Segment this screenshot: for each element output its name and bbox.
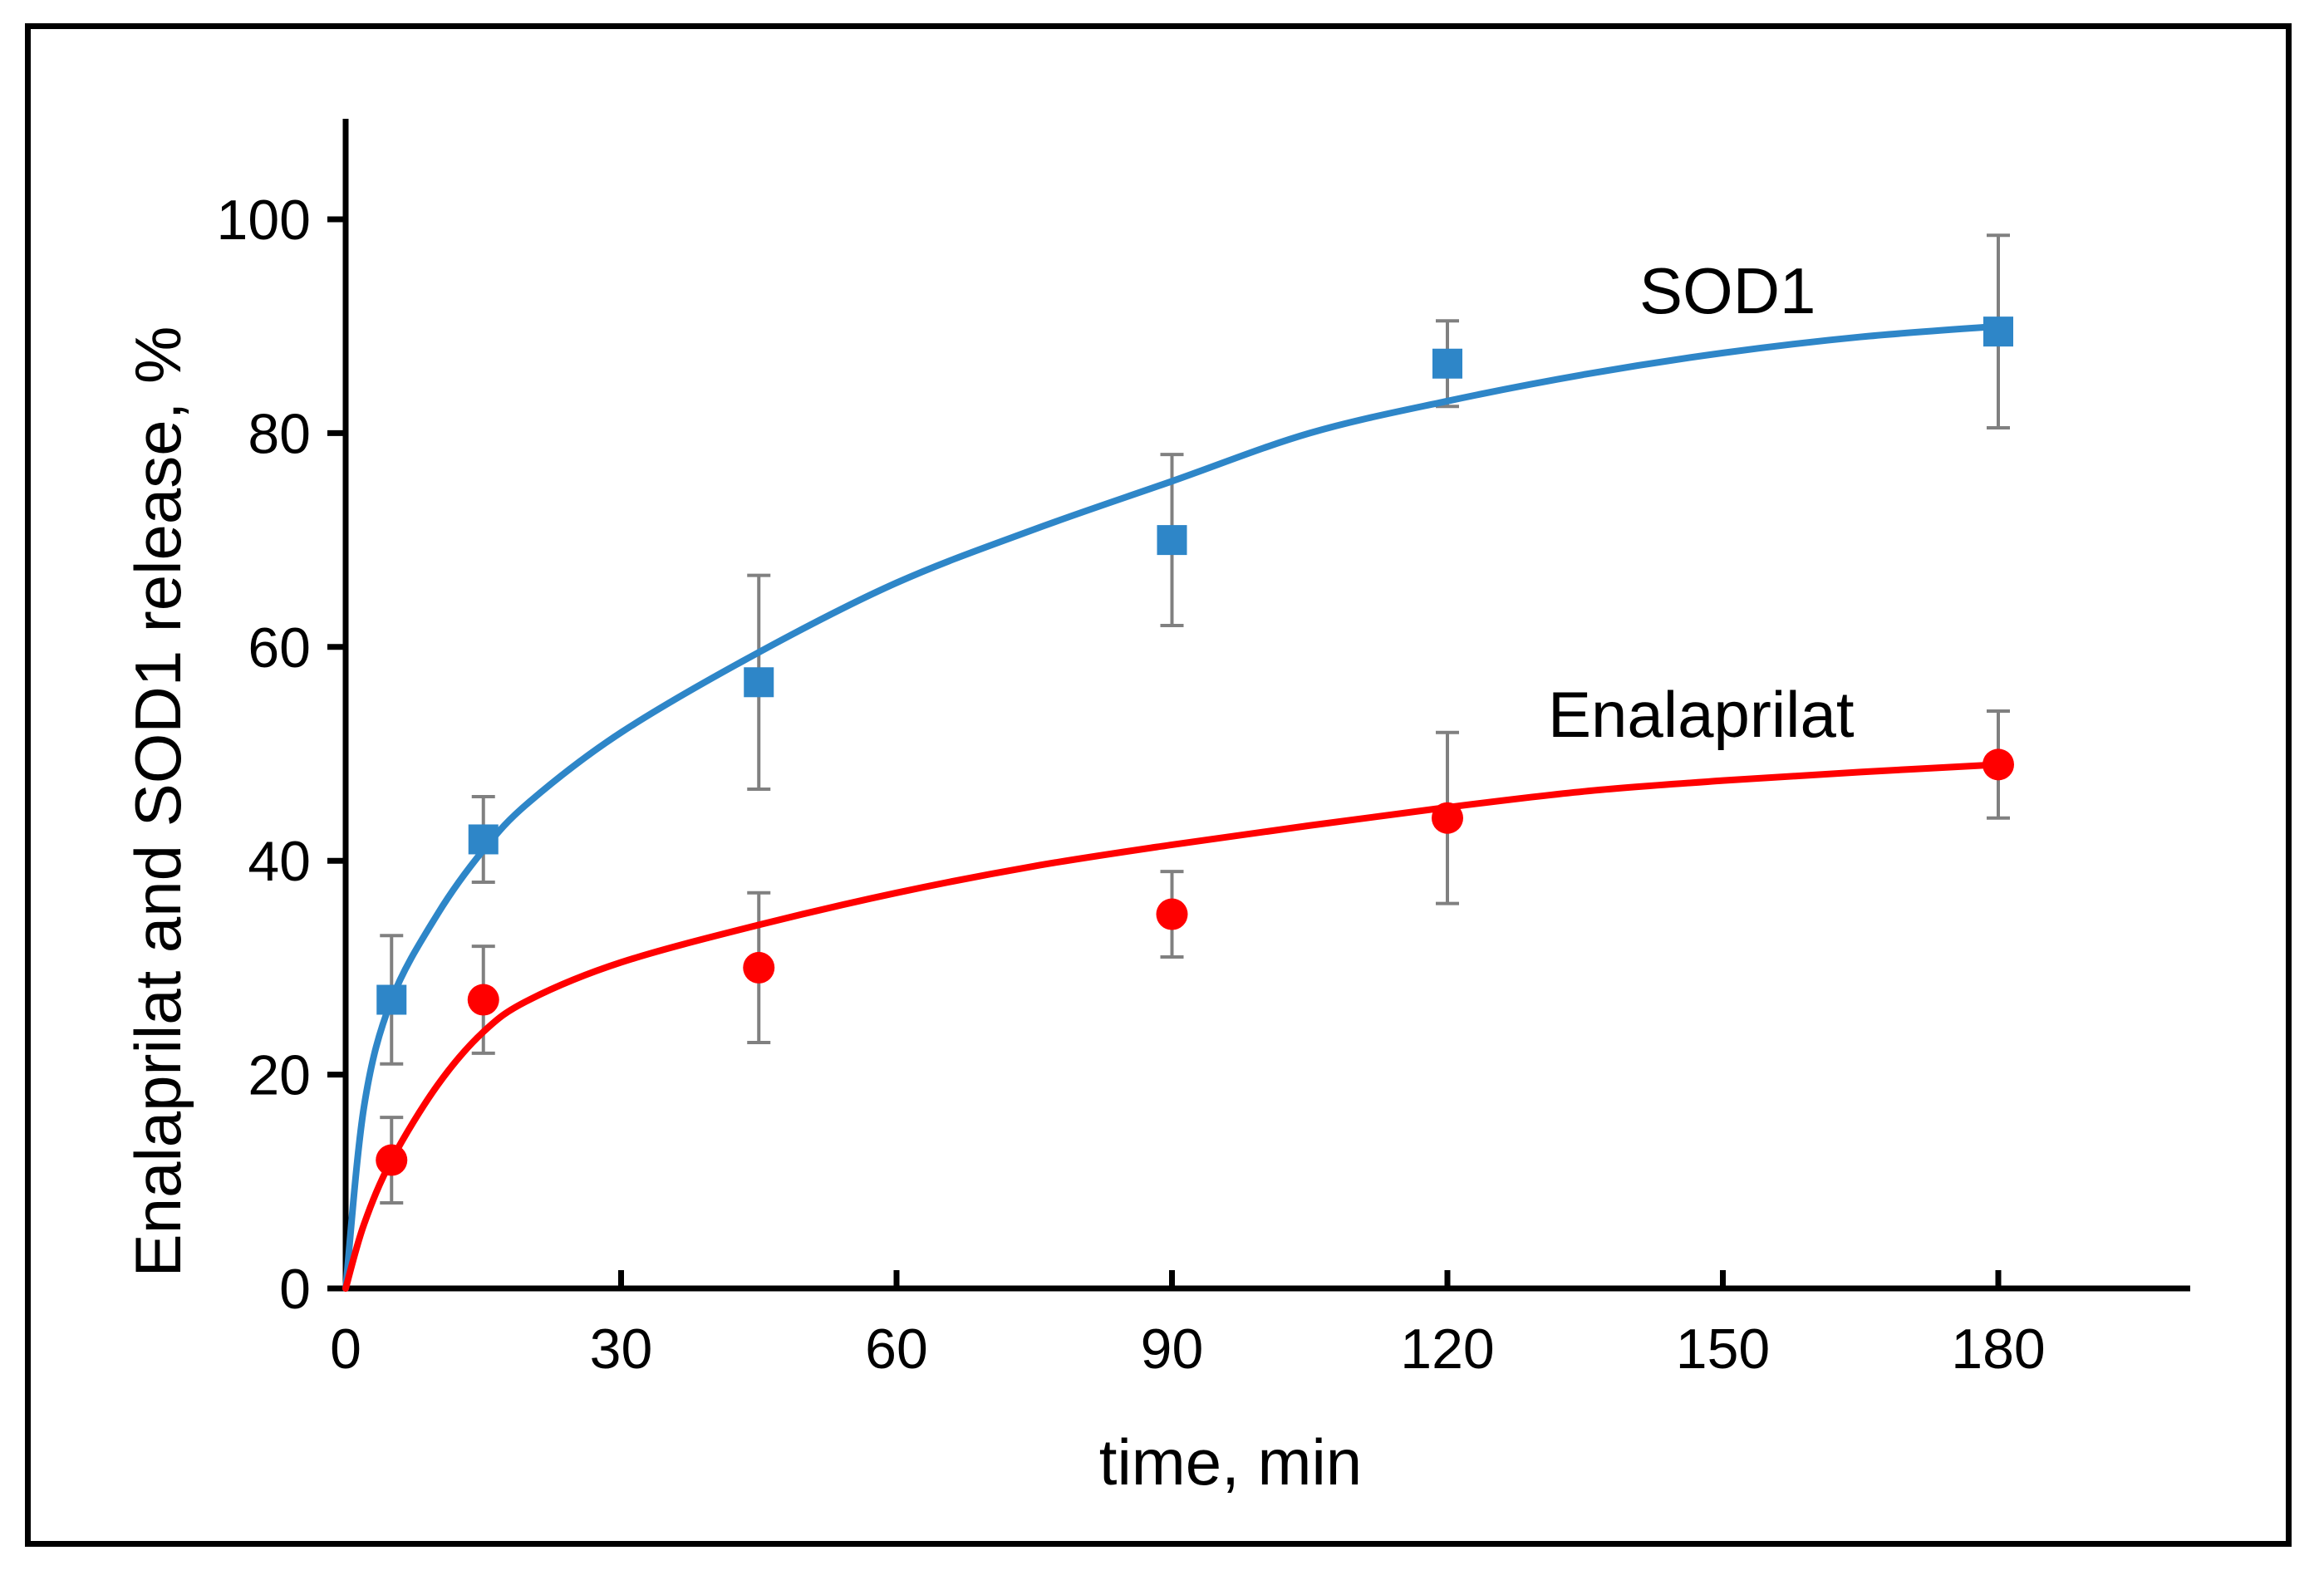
x-tick-label: 60 xyxy=(865,1317,928,1381)
chart-frame: 0 20 40 60 80 100 0 30 60 90 120 150 180 Enalaprilat… xyxy=(25,23,2292,1547)
series-label-enalaprilat: Enalaprilat xyxy=(1548,678,1855,751)
fit-curves xyxy=(342,322,2002,1292)
chart-svg: 0 20 40 60 80 100 0 30 60 90 120 150 180 Enalaprilat… xyxy=(121,119,2190,1499)
y-tick-label: 20 xyxy=(248,1044,311,1107)
data-points xyxy=(376,316,2014,1176)
fit-curve-sod1 xyxy=(342,322,2002,1292)
x-axis-title: time, min xyxy=(1099,1425,1362,1499)
data-point-enalaprilat xyxy=(467,984,499,1016)
y-tick-label: 0 xyxy=(279,1258,311,1321)
data-point-sod1 xyxy=(744,667,774,698)
data-point-enalaprilat xyxy=(1156,898,1188,930)
x-tick-label: 120 xyxy=(1400,1317,1494,1381)
data-point-enalaprilat xyxy=(376,1144,408,1176)
ticks: 0 20 40 60 80 100 0 30 60 90 120 150 180 xyxy=(217,189,2046,1381)
series-label-sod1: SOD1 xyxy=(1639,254,1815,327)
y-tick-label: 60 xyxy=(248,616,311,680)
data-point-sod1 xyxy=(1432,348,1462,379)
data-point-sod1 xyxy=(1983,316,2013,347)
y-tick-label: 40 xyxy=(248,830,311,893)
y-tick-label: 80 xyxy=(248,402,311,465)
x-tick-label: 0 xyxy=(330,1317,361,1381)
data-point-enalaprilat xyxy=(743,951,775,984)
y-tick-label: 100 xyxy=(217,189,311,252)
axes xyxy=(342,119,2190,1292)
data-point-enalaprilat xyxy=(1983,748,2014,781)
y-axis-title: Enalaprilat and SOD1 release, % xyxy=(121,326,194,1278)
fit-curve-enalaprilat xyxy=(342,761,2002,1292)
x-tick-label: 90 xyxy=(1141,1317,1204,1381)
data-point-sod1 xyxy=(468,824,499,855)
x-tick-label: 30 xyxy=(590,1317,653,1381)
x-tick-label: 180 xyxy=(1951,1317,2045,1381)
data-point-enalaprilat xyxy=(1432,802,1463,834)
data-point-sod1 xyxy=(376,984,407,1015)
x-tick-label: 150 xyxy=(1676,1317,1770,1381)
data-point-sod1 xyxy=(1157,525,1187,556)
